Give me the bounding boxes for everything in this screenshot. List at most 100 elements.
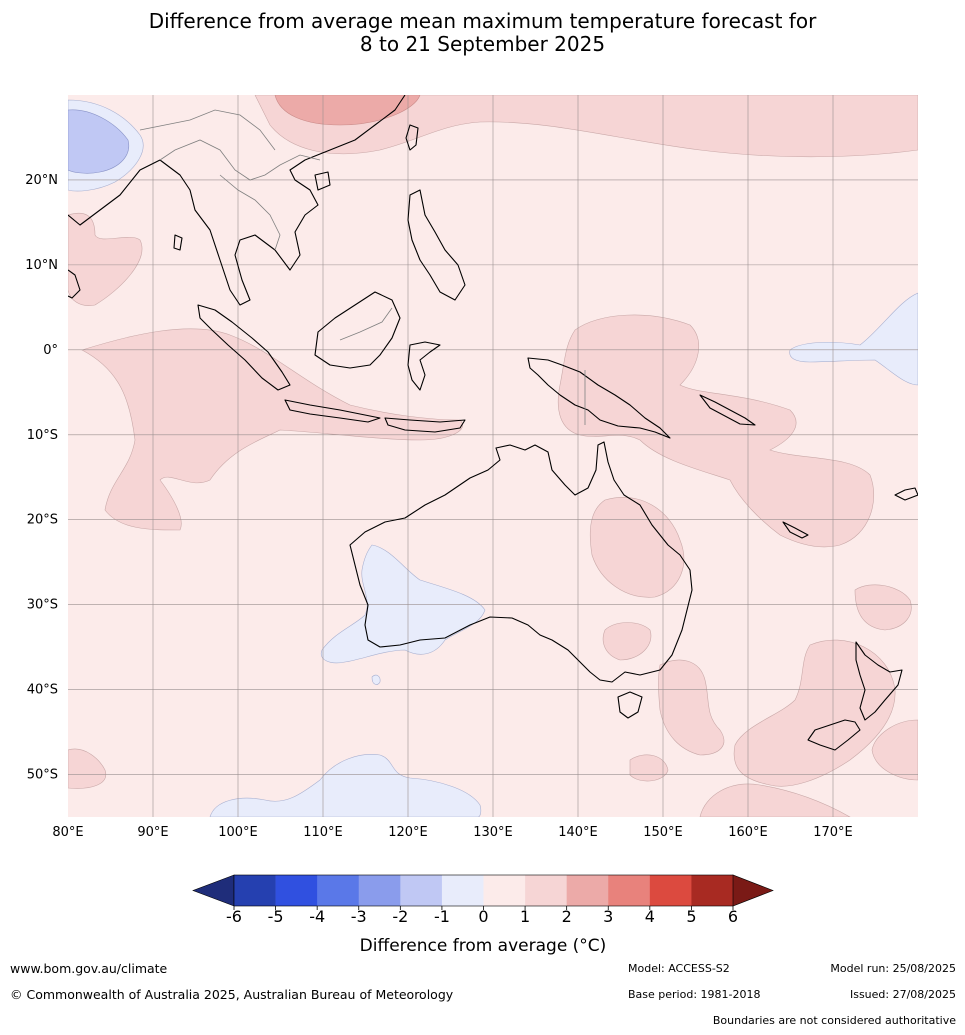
colorbar-tick-label: -2 xyxy=(392,907,408,926)
boundaries-note: Boundaries are not considered authoritat… xyxy=(712,1014,956,1027)
gridlines xyxy=(68,95,918,817)
colorbar-tick-label: 3 xyxy=(603,907,613,926)
issued-text: Issued: 27/08/2025 xyxy=(849,988,956,1001)
lon-label: 110°E xyxy=(303,825,343,840)
warm-region-north-pacific xyxy=(254,95,918,158)
base-period-text: Base period: 1981-2018 xyxy=(628,988,761,1001)
coast-india-east xyxy=(68,269,81,299)
coast-solomon-islands xyxy=(699,394,756,426)
map-title-line2: 8 to 21 September 2025 xyxy=(359,32,606,56)
lon-label: 120°E xyxy=(388,825,428,840)
lat-label: 50°S xyxy=(27,768,58,783)
cool-region-central-pacific xyxy=(789,292,918,386)
colorbar-bin xyxy=(649,875,692,906)
lon-label: 170°E xyxy=(813,825,853,840)
coast-new-zealand-south xyxy=(807,719,861,751)
colorbar-tick-label: -1 xyxy=(434,907,450,926)
coast-philippines xyxy=(407,189,466,301)
lat-label: 20°N xyxy=(25,173,58,188)
coast-lesser-sunda xyxy=(384,417,466,433)
lon-label: 160°E xyxy=(728,825,768,840)
website-link[interactable]: www.bom.gov.au/climate xyxy=(10,961,168,976)
colorbar-tick-label: 0 xyxy=(478,907,488,926)
latitude-labels: 20°N 10°N 0° 10°S 20°S 30°S 40°S 50°S xyxy=(25,173,58,783)
colorbar-over-arrow xyxy=(732,874,774,907)
coast-new-caledonia xyxy=(782,521,809,539)
lat-label: 10°S xyxy=(27,428,58,443)
colorbar-tick-label: -3 xyxy=(351,907,367,926)
lon-label: 140°E xyxy=(558,825,598,840)
colorbar-title: Difference from average (°C) xyxy=(360,936,607,956)
coast-taiwan xyxy=(405,124,419,151)
cool-region-small-wa xyxy=(371,674,381,685)
cool-region-western-australia xyxy=(320,544,486,664)
model-text: Model: ACCESS-S2 xyxy=(628,962,730,975)
boundary-borneo xyxy=(339,307,393,341)
warm-region-equatorial-pacific xyxy=(557,314,874,548)
colorbar-tick-label: -6 xyxy=(226,907,242,926)
map-title-line1: Difference from average mean maximum tem… xyxy=(148,9,817,33)
colorbar-bin xyxy=(234,875,276,906)
coastlines xyxy=(68,95,918,751)
coast-new-guinea xyxy=(527,357,671,439)
lon-label: 90°E xyxy=(137,825,168,840)
colorbar-bin xyxy=(400,875,443,906)
colorbar-bin xyxy=(441,875,484,906)
colorbar-bin xyxy=(275,875,318,906)
warm-region-queensland xyxy=(589,497,685,598)
warm-region-southwest xyxy=(68,748,107,789)
lat-label: 10°N xyxy=(25,258,58,273)
colorbar-tick-label: -4 xyxy=(309,907,325,926)
lon-label: 130°E xyxy=(473,825,513,840)
warm-region-southern-ocean xyxy=(699,783,851,817)
warm-region-indian-ocean xyxy=(81,328,463,531)
coast-new-zealand-north xyxy=(855,641,903,721)
lat-label: 20°S xyxy=(27,513,58,528)
cool-region-southern-ocean xyxy=(209,754,482,817)
coast-fiji xyxy=(894,487,918,501)
colorbar-bin xyxy=(317,875,360,906)
lon-label: 150°E xyxy=(643,825,683,840)
coast-tasmania xyxy=(617,691,643,719)
colorbar-tick-label: 5 xyxy=(686,907,696,926)
lat-label: 0° xyxy=(43,343,58,358)
coast-mainland-asia xyxy=(68,95,406,306)
coast-java xyxy=(284,399,381,423)
colorbar-tick-label: 1 xyxy=(520,907,530,926)
colorbar-bin xyxy=(358,875,401,906)
coast-borneo xyxy=(314,291,401,369)
lon-label: 100°E xyxy=(218,825,258,840)
boundary-china xyxy=(139,109,276,151)
model-run-text: Model run: 25/08/2025 xyxy=(830,962,956,975)
coast-sulawesi xyxy=(407,341,441,391)
colorbar-bin xyxy=(483,875,526,906)
coast-hainan xyxy=(314,171,331,191)
coast-sumatra xyxy=(197,304,291,391)
warm-region-tasman xyxy=(658,659,725,756)
coast-australia xyxy=(349,441,693,683)
colorbar-bin xyxy=(566,875,609,906)
country-boundaries xyxy=(139,109,586,425)
boundary-indochina-2 xyxy=(219,174,281,251)
colorbar-tick-label: 2 xyxy=(562,907,572,926)
anomaly-contours xyxy=(68,95,918,817)
longitude-labels: 80°E 90°E 100°E 110°E 120°E 130°E 140°E 150°E 16… xyxy=(52,825,852,840)
colorbar-under-arrow xyxy=(192,874,235,907)
lat-label: 40°S xyxy=(27,683,58,698)
colorbar-tick-label: 6 xyxy=(728,907,738,926)
colorbar-bin xyxy=(608,875,651,906)
lon-label: 80°E xyxy=(52,825,83,840)
colorbar: -6 -5 -4 -3 -2 -1 0 1 2 3 4 5 6 xyxy=(192,874,774,926)
colorbar-tick-label: 4 xyxy=(645,907,655,926)
warm-region-south-china xyxy=(274,95,421,126)
warm-region-east-edge xyxy=(871,719,918,781)
warm-region-new-caledonia-east xyxy=(854,584,912,631)
warm-region-bay-of-bengal xyxy=(68,212,143,306)
coast-sri-lanka xyxy=(173,234,183,251)
colorbar-bin xyxy=(525,875,567,906)
boundary-indochina xyxy=(159,139,321,181)
warm-region-new-zealand xyxy=(733,639,896,787)
warm-region-nsw xyxy=(602,622,652,661)
cool-region-tibet-inner xyxy=(68,109,130,174)
